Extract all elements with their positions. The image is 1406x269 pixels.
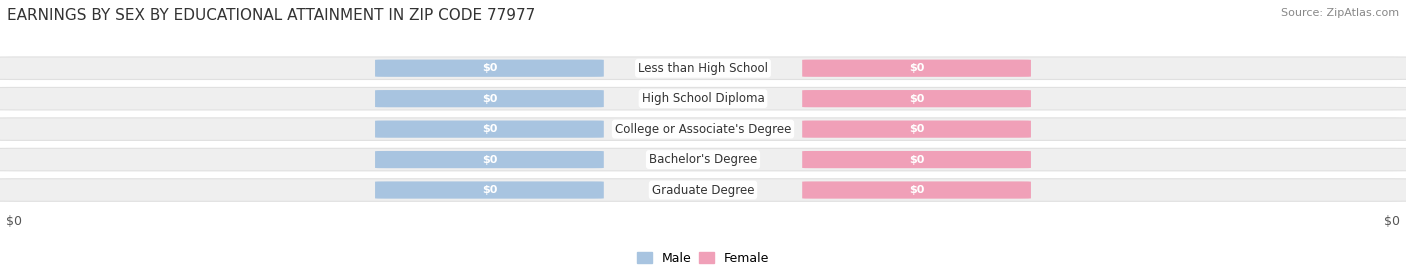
Text: $0: $0 — [908, 124, 924, 134]
FancyBboxPatch shape — [803, 121, 1031, 138]
Text: Bachelor's Degree: Bachelor's Degree — [650, 153, 756, 166]
FancyBboxPatch shape — [375, 60, 603, 77]
Text: $0: $0 — [482, 124, 498, 134]
Text: High School Diploma: High School Diploma — [641, 92, 765, 105]
Text: $0: $0 — [482, 94, 498, 104]
Text: $0: $0 — [482, 185, 498, 195]
FancyBboxPatch shape — [0, 179, 1406, 201]
Text: EARNINGS BY SEX BY EDUCATIONAL ATTAINMENT IN ZIP CODE 77977: EARNINGS BY SEX BY EDUCATIONAL ATTAINMEN… — [7, 8, 536, 23]
FancyBboxPatch shape — [375, 121, 603, 138]
Text: $0: $0 — [908, 63, 924, 73]
FancyBboxPatch shape — [375, 151, 603, 168]
Legend: Male, Female: Male, Female — [637, 252, 769, 265]
FancyBboxPatch shape — [375, 90, 603, 107]
FancyBboxPatch shape — [0, 87, 1406, 110]
Text: $0: $0 — [908, 185, 924, 195]
FancyBboxPatch shape — [0, 118, 1406, 140]
FancyBboxPatch shape — [803, 60, 1031, 77]
FancyBboxPatch shape — [0, 57, 1406, 79]
FancyBboxPatch shape — [803, 90, 1031, 107]
Text: $0: $0 — [482, 155, 498, 165]
Text: Less than High School: Less than High School — [638, 62, 768, 75]
Text: College or Associate's Degree: College or Associate's Degree — [614, 123, 792, 136]
Text: $0: $0 — [908, 155, 924, 165]
FancyBboxPatch shape — [375, 181, 603, 199]
Text: $0: $0 — [482, 63, 498, 73]
Text: Source: ZipAtlas.com: Source: ZipAtlas.com — [1281, 8, 1399, 18]
FancyBboxPatch shape — [0, 148, 1406, 171]
Text: $0: $0 — [908, 94, 924, 104]
Text: Graduate Degree: Graduate Degree — [652, 183, 754, 197]
FancyBboxPatch shape — [803, 151, 1031, 168]
FancyBboxPatch shape — [803, 181, 1031, 199]
